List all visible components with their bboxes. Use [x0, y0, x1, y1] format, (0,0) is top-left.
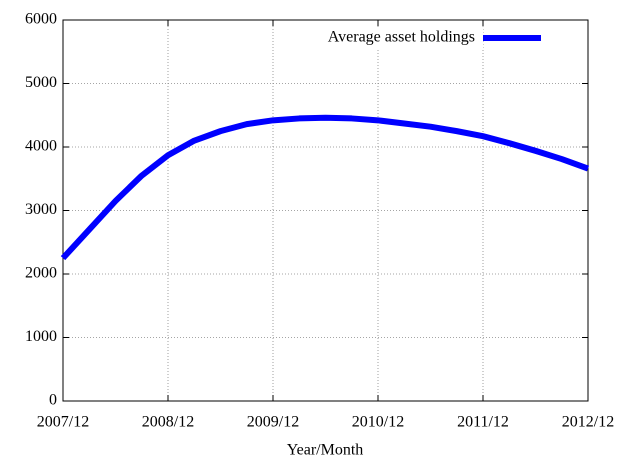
x-tick-label: 2009/12 [247, 414, 299, 431]
y-tick-label: 6000 [25, 11, 57, 28]
x-tick-label: 2008/12 [142, 414, 194, 431]
y-tick-label: 4000 [25, 138, 57, 155]
x-tick-label: 2012/12 [562, 414, 614, 431]
y-tick-label: 1000 [25, 328, 57, 345]
legend-label: Average asset holdings [328, 29, 475, 46]
x-tick-label: 2007/12 [37, 414, 89, 431]
legend-background [300, 28, 483, 48]
plot-frame [62, 19, 589, 402]
x-axis-label: Year/Month [287, 442, 364, 459]
y-tick-label: 2000 [25, 265, 57, 282]
y-tick-label: 0 [49, 392, 57, 409]
y-tick-label: 3000 [25, 201, 57, 218]
legend: Average asset holdings [300, 28, 541, 48]
x-tick-label: 2011/12 [457, 414, 509, 431]
data-line [60, 114, 590, 261]
y-tick-label: 5000 [25, 74, 57, 91]
x-tick-label: 2010/12 [352, 414, 404, 431]
